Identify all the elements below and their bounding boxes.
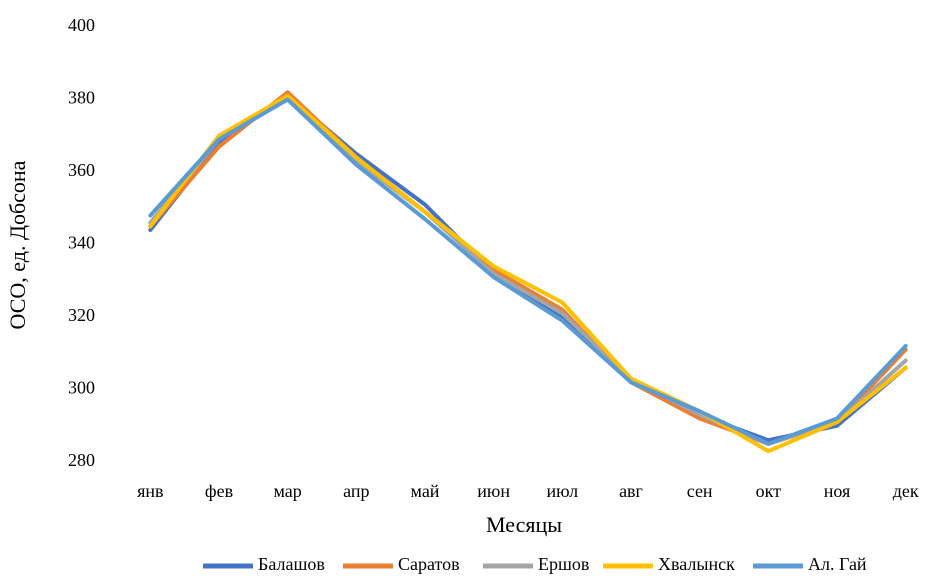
y-tick-label: 340 [68,233,95,253]
legend-label: Ершов [538,554,589,574]
legend-label: Балашов [258,554,325,574]
x-tick-label: ноя [824,481,851,501]
x-tick-label: окт [756,481,782,501]
x-axis-label: Месяцы [486,512,562,537]
x-tick-label: сен [687,481,713,501]
x-tick-label: май [411,481,440,501]
y-tick-label: 380 [68,88,95,108]
series-line [148,93,908,446]
y-tick-label: 280 [68,450,95,470]
legend-label: Ал. Гай [808,554,867,574]
x-tick-label: июл [547,481,579,501]
y-tick-label: 360 [68,160,95,180]
x-tick-label: авг [619,481,643,501]
y-tick-label: 320 [68,305,95,325]
legend-label: Саратов [398,554,460,574]
legend-label: Хвалынск [658,554,735,574]
y-tick-label: 400 [68,15,95,35]
x-tick-label: июн [477,481,510,501]
x-tick-label: фев [205,481,233,501]
series-line [148,93,908,443]
y-tick-label: 300 [68,378,95,398]
x-tick-label: апр [343,481,369,501]
series-line [148,93,908,454]
x-tick-label: мар [274,481,302,501]
series-line [148,97,908,446]
y-axis-label: ОСО, ед. Добсона [5,160,30,329]
series-line [148,90,908,446]
x-tick-label: янв [137,481,163,501]
x-tick-label: дек [893,481,919,501]
